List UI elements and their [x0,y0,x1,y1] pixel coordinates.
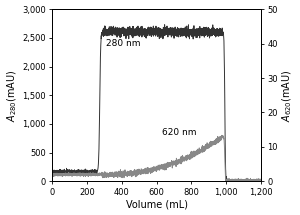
Text: 620 nm: 620 nm [162,128,196,137]
Text: 280 nm: 280 nm [106,39,140,48]
X-axis label: Volume (mL): Volume (mL) [126,200,188,209]
Y-axis label: $A_{620}$(mAU): $A_{620}$(mAU) [281,69,294,121]
Y-axis label: $A_{280}$(mAU): $A_{280}$(mAU) [6,69,19,121]
